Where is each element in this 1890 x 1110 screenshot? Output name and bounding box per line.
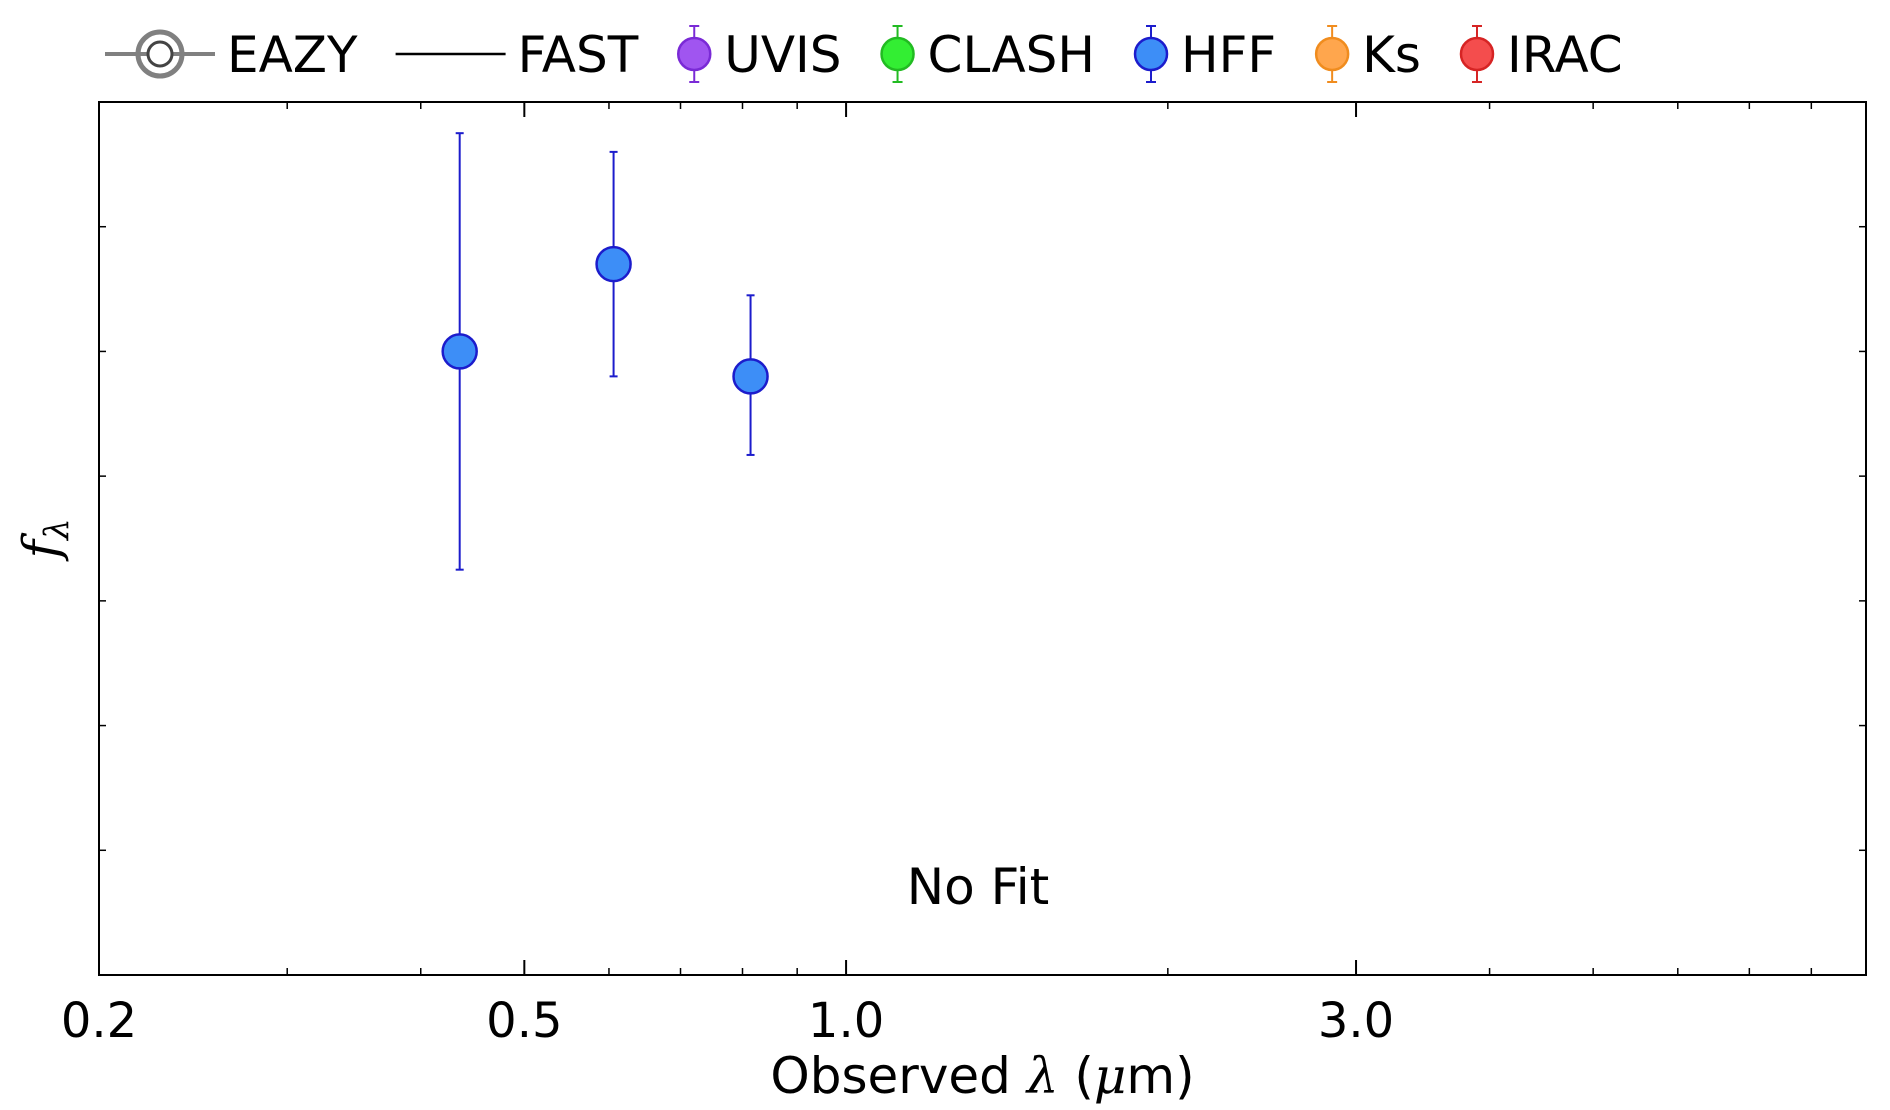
y-axis-label: fλ xyxy=(12,518,77,562)
legend: EAZY FAST UVIS CLASH HFF Ks IRAC xyxy=(105,25,1623,84)
data-points xyxy=(441,132,769,571)
legend-label: HFF xyxy=(1181,26,1276,84)
legend-marker xyxy=(1459,36,1495,72)
x-axis-label-open: ( xyxy=(1059,1047,1094,1105)
hff-data-point xyxy=(441,333,478,370)
legend-label: FAST xyxy=(518,26,639,84)
legend-label: CLASH xyxy=(928,26,1095,84)
legend-marker xyxy=(880,36,915,72)
legend-item-clash: CLASH xyxy=(880,25,1095,84)
eazy-legend-ring-outer xyxy=(135,29,185,79)
legend-item-eazy: EAZY xyxy=(105,26,358,84)
legend-item-ks: Ks xyxy=(1314,25,1421,84)
no-fit-annotation: No Fit xyxy=(907,858,1050,916)
legend-label: EAZY xyxy=(227,26,358,84)
x-axis-label: Observed λ (μm) xyxy=(770,1047,1194,1105)
x-tick-label: 0.2 xyxy=(61,993,137,1049)
eazy-legend-ring-inner xyxy=(146,40,174,68)
x-axis-label-unit: m) xyxy=(1126,1047,1194,1105)
legend-item-uvis: UVIS xyxy=(677,25,842,84)
legend-marker xyxy=(1314,36,1350,72)
hff-data-point xyxy=(595,245,632,283)
legend-item-irac: IRAC xyxy=(1459,25,1623,84)
axis-ticks: 0.2 0.5 1.0 3.0 xyxy=(61,102,1866,1049)
x-axis-label-mu: μ xyxy=(1094,1047,1127,1105)
x-tick-label: 3.0 xyxy=(1318,993,1394,1049)
legend-marker xyxy=(677,36,712,72)
x-axis-label-prefix: Observed xyxy=(770,1047,1026,1105)
legend-marker xyxy=(1133,36,1169,72)
legend-label: IRAC xyxy=(1507,26,1623,84)
plot-frame xyxy=(98,101,1867,976)
x-axis-label-lambda: λ xyxy=(1025,1047,1059,1105)
legend-item-hff: HFF xyxy=(1133,25,1276,84)
legend-label: UVIS xyxy=(724,26,841,84)
x-tick-label: 1.0 xyxy=(808,993,884,1049)
legend-label: Ks xyxy=(1362,26,1421,84)
y-axis-label-sub: λ xyxy=(37,518,77,542)
x-tick-label: 0.5 xyxy=(486,993,562,1049)
legend-item-fast: FAST xyxy=(395,26,639,84)
hff-data-point xyxy=(732,358,769,395)
